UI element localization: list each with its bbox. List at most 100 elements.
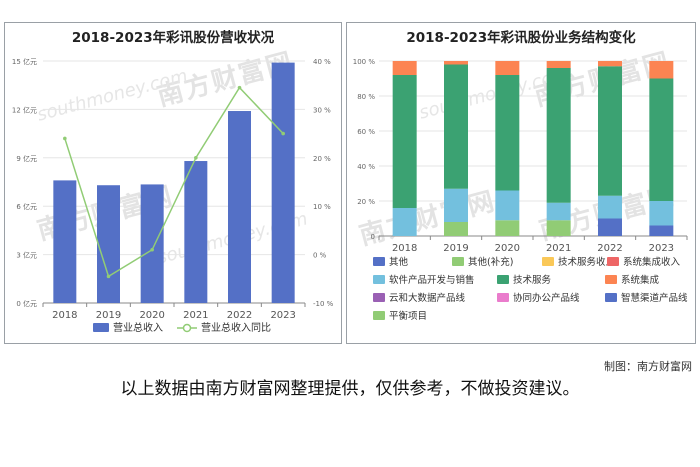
- x-tick-label: 2022: [227, 310, 252, 321]
- stack-segment: [444, 188, 468, 222]
- stack-segment: [546, 220, 571, 236]
- x-tick-label: 2023: [649, 243, 674, 254]
- yoy-point: [194, 156, 198, 160]
- stack-segment: [649, 225, 674, 236]
- revenue-chart-title: 2018-2023年彩讯股份营收状况: [71, 30, 275, 46]
- legend-label: 云和大数据产品线: [389, 292, 466, 304]
- revenue-bar: [271, 62, 295, 303]
- stack-segment: [649, 78, 674, 201]
- stack-segment: [392, 208, 417, 236]
- y-tick-label: 12 亿元: [12, 105, 37, 114]
- stack-segment: [392, 75, 417, 208]
- y2-tick-label: 0 %: [313, 252, 327, 260]
- stack-segment: [444, 64, 468, 189]
- legend-label: 营业总收入: [113, 321, 163, 334]
- x-tick-label: 2018: [52, 310, 77, 321]
- legend-swatch: [497, 293, 509, 302]
- stack-segment: [598, 66, 622, 196]
- chart-credit: 制图：南方财富网: [604, 360, 692, 373]
- x-tick-label: 2021: [183, 310, 208, 321]
- y-tick-label: 0 亿元: [16, 299, 37, 308]
- y-tick-label: 40 %: [357, 163, 375, 171]
- legend-label: 协同办公产品线: [513, 292, 580, 304]
- y2-tick-label: -10 %: [313, 300, 334, 308]
- stack-segment: [546, 202, 571, 221]
- legend-swatch: [497, 275, 509, 284]
- revenue-bar: [184, 161, 208, 303]
- x-tick-label: 2020: [139, 310, 164, 321]
- legend-label: 其他: [389, 256, 409, 268]
- yoy-point: [63, 136, 67, 141]
- legend-swatch: [373, 293, 385, 302]
- y-tick-label: 0: [371, 233, 375, 241]
- x-tick-label: 2023: [270, 310, 295, 321]
- legend-swatch: [373, 257, 385, 266]
- revenue-chart-panel: 2018-2023年彩讯股份营收状况 南方财富网 southmoney.com …: [4, 22, 342, 344]
- legend-label: 平衡项目: [389, 310, 427, 322]
- revenue-bar: [97, 185, 120, 303]
- legend-label: 技术服务: [513, 274, 552, 286]
- stack-segment: [495, 220, 520, 236]
- y-tick-label: 9 亿元: [16, 154, 37, 163]
- structure-chart: 0 20 % 40 % 60 % 80 % 100 % 2018 2019 2020 2021 20…: [353, 58, 688, 322]
- y2-tick-label: 40 %: [313, 58, 331, 66]
- disclaimer-text: 以上数据由南方财富网整理提供，仅供参考，不做投资建议。: [120, 379, 580, 399]
- legend-label: 技术服务收入: [558, 256, 616, 268]
- legend-swatch: [373, 275, 385, 284]
- legend-label: 系统集成: [621, 274, 660, 286]
- legend-label: 智慧渠道产品线: [621, 292, 688, 304]
- y2-tick-label: 20 %: [313, 155, 331, 163]
- structure-chart-title: 2018-2023年彩讯股份业务结构变化: [406, 30, 636, 46]
- legend-label: 其他(补充): [468, 256, 513, 268]
- stack-segment: [649, 61, 674, 79]
- stack-segment: [546, 68, 571, 203]
- y-tick-label: 60 %: [357, 128, 375, 136]
- legend-label: 系统集成收入: [623, 256, 681, 268]
- stack-segment: [495, 190, 520, 221]
- y-tick-label: 3 亿元: [16, 251, 37, 260]
- revenue-bar: [53, 180, 77, 303]
- x-tick-label: 2019: [96, 310, 121, 321]
- legend-label: 软件产品开发与销售: [389, 274, 475, 286]
- stack-segment: [598, 218, 622, 236]
- yoy-point: [237, 85, 242, 90]
- y-tick-label: 20 %: [357, 198, 375, 206]
- stack-segment: [546, 61, 571, 68]
- y2-tick-label: 30 %: [313, 106, 331, 114]
- x-tick-label: 2019: [443, 243, 468, 254]
- legend-swatch: [182, 323, 192, 333]
- stack-segment: [444, 222, 468, 236]
- stack-segment: [649, 201, 674, 226]
- revenue-bar: [140, 184, 164, 303]
- stack-segment: [495, 61, 520, 75]
- y-tick-label: 80 %: [357, 93, 375, 101]
- x-tick-label: 2018: [392, 243, 417, 254]
- legend-swatch: [452, 257, 464, 266]
- x-tick-label: 2022: [597, 243, 622, 254]
- legend-swatch: [373, 311, 385, 320]
- stack-segment: [392, 61, 417, 75]
- y-tick-label: 6 亿元: [16, 202, 37, 211]
- yoy-line: [64, 86, 284, 278]
- yoy-point: [106, 274, 111, 279]
- stack-segment: [495, 75, 520, 191]
- structure-chart-panel: 2018-2023年彩讯股份业务结构变化 南方财富网 southmoney.co…: [346, 22, 696, 344]
- legend-swatch: [542, 257, 554, 266]
- revenue-chart: 0 亿元 3 亿元 6 亿元 9 亿元 12 亿元 15 亿元 -10 % 0 % 10 % 20…: [12, 57, 334, 334]
- stack-segment: [598, 195, 622, 219]
- stack-segment: [598, 61, 622, 67]
- stack-segment: [444, 61, 468, 65]
- x-tick-label: 2020: [495, 243, 520, 254]
- y-tick-label: 100 %: [353, 58, 376, 66]
- yoy-point: [150, 247, 154, 252]
- y2-tick-label: 10 %: [313, 203, 331, 211]
- yoy-point: [281, 131, 285, 136]
- legend-swatch: [605, 293, 617, 302]
- legend-swatch: [605, 275, 617, 284]
- legend-swatch: [93, 323, 109, 332]
- legend-swatch: [607, 257, 619, 266]
- legend-label: 营业总收入同比: [201, 321, 271, 334]
- y-tick-label: 15 亿元: [12, 57, 37, 66]
- x-tick-label: 2021: [546, 243, 571, 254]
- revenue-bar: [228, 111, 251, 303]
